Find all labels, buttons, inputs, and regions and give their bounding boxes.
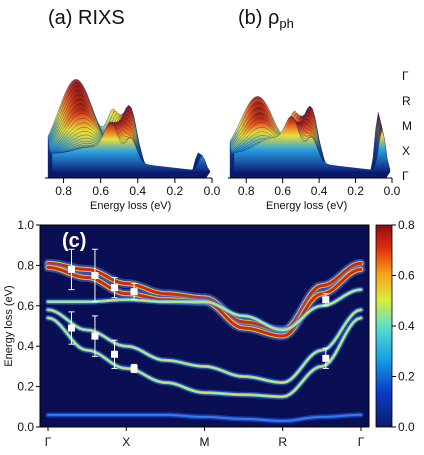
path-label: R [402, 94, 411, 108]
heatmap-band [47, 288, 362, 331]
data-point [130, 364, 138, 372]
heatmap-band [47, 317, 362, 398]
path-label: Γ [402, 169, 409, 183]
data-point [91, 332, 99, 340]
panel-b-title: (b) ρph [238, 7, 294, 31]
x-tick-label: 0.4 [129, 184, 146, 198]
x-tick-label: 0.6 [274, 184, 291, 198]
heatmap-band [47, 309, 362, 384]
experimental-points [67, 248, 330, 373]
y-tick-label: 0.8 [17, 258, 34, 272]
colorbar-tick-label: 0.2 [398, 370, 415, 384]
x-tick-label: 0.2 [347, 184, 364, 198]
path-label: X [402, 144, 410, 158]
x-tick-label: X [122, 435, 130, 449]
data-point [130, 288, 138, 296]
panel-a-x-ticks: 0.8 0.6 0.4 0.2 0.0 [55, 178, 221, 198]
heatmap-ylabel: Energy loss (eV) [3, 285, 15, 366]
panel-c: (c) 0.0 0.2 0.4 0.6 0.8 1.0 Γ X M R Γ Energy loss… [3, 218, 415, 449]
y-tick-label: 1.0 [17, 218, 34, 232]
data-point [67, 265, 75, 273]
panel-b-x-ticks: 0.8 0.6 0.4 0.2 0.0 [238, 178, 401, 198]
data-point [322, 296, 330, 304]
data-point [322, 354, 330, 362]
y-tick-label: 0.0 [17, 420, 34, 434]
panel-a-waterfall [47, 79, 211, 179]
colorbar-tick-label: 0.6 [398, 269, 415, 283]
panel-b-title-sub: ph [279, 16, 293, 31]
path-label: M [402, 119, 412, 133]
x-tick-label: 0.4 [311, 184, 328, 198]
colorbar-tick-label: 0.8 [398, 218, 415, 232]
heatmap-background [40, 225, 369, 427]
x-tick-label: Γ [45, 435, 52, 449]
waterfall-layer [233, 115, 391, 173]
panel-a: (a) RIXS 0.8 0.6 0.4 0.2 0.0 Energy loss (eV… [45, 7, 221, 212]
heatmap-y-ticks: 0.0 0.2 0.4 0.6 0.8 1.0 [17, 218, 40, 434]
data-point [111, 350, 119, 358]
path-label: Γ [402, 69, 409, 83]
heatmap-band [47, 413, 362, 422]
panel-c-title: (c) [62, 230, 86, 252]
waterfall-layer [51, 121, 211, 173]
data-point [91, 272, 99, 279]
panel-a-xlabel: Energy loss (eV) [90, 200, 171, 212]
panel-b-title-main: (b) ρ [238, 7, 279, 29]
x-tick-label: Γ [358, 435, 365, 449]
data-point [111, 284, 119, 292]
y-tick-label: 0.2 [17, 380, 34, 394]
panel-b: (b) ρph 0.8 0.6 0.4 0.2 0.0 Energy loss (eV)… [228, 7, 412, 212]
y-tick-label: 0.4 [17, 339, 34, 353]
data-point [67, 324, 75, 332]
x-tick-label: 0.0 [204, 184, 221, 198]
heatmap-bands [43, 258, 366, 424]
x-tick-label: M [200, 435, 210, 449]
x-tick-label: 0.0 [384, 184, 401, 198]
colorbar [375, 224, 393, 428]
colorbar-tick-label: 0.0 [398, 420, 415, 434]
x-tick-label: R [278, 435, 287, 449]
colorbar-tick-label: 0.4 [398, 319, 415, 333]
panel-b-waterfall [229, 96, 391, 179]
y-tick-label: 0.6 [17, 299, 34, 313]
x-tick-label: 0.8 [238, 184, 255, 198]
x-tick-label: 0.8 [55, 184, 72, 198]
panel-b-xlabel: Energy loss (eV) [266, 200, 347, 212]
colorbar-ticks: 0.0 0.2 0.4 0.6 0.8 [392, 218, 415, 434]
panel-a-title: (a) RIXS [48, 7, 125, 29]
x-tick-label: 0.6 [92, 184, 109, 198]
x-tick-label: 0.2 [167, 184, 184, 198]
